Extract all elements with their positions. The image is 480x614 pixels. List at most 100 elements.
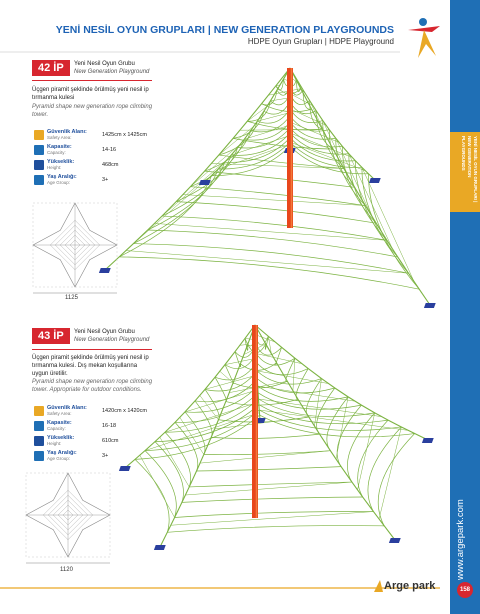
spec-row: Güvenlik Alanı: Safety Area: 1420cm x 1420…: [34, 404, 147, 417]
plan-ring: [57, 504, 79, 526]
rope: [256, 370, 329, 384]
rope: [231, 132, 291, 156]
description-en: Pyramid shape new generation rope climbi…: [32, 104, 153, 118]
rope: [336, 404, 362, 467]
rope: [134, 414, 260, 460]
spec-row: Yaş Aralığı: Age Group: 3+: [34, 173, 147, 186]
rope: [224, 137, 291, 163]
main-rope: [159, 324, 256, 548]
page-number: 158: [457, 582, 473, 598]
rope: [256, 353, 302, 364]
plan-ring: [47, 494, 89, 536]
main-rope: [124, 324, 256, 469]
rope: [289, 132, 349, 155]
label-en: Safety Area:: [47, 410, 72, 416]
rope: [264, 336, 269, 350]
rope: [190, 143, 241, 187]
rope: [289, 145, 369, 175]
rope: [275, 79, 284, 91]
spec-label: Yükseklik: Height:: [47, 159, 102, 171]
rope: [256, 370, 322, 385]
plan-drawing: [32, 202, 118, 294]
product-name: Yeni Nesil Oyun Grubu New Generation Pla…: [74, 60, 149, 76]
rope: [289, 127, 343, 148]
rope: [270, 97, 291, 102]
rope: [229, 381, 288, 393]
rope: [203, 450, 331, 456]
rope: [119, 256, 420, 290]
label-en: Age Group:: [47, 455, 71, 461]
rope: [164, 431, 191, 488]
rope: [258, 398, 382, 417]
rope: [231, 135, 291, 156]
rope: [289, 108, 327, 126]
anchor: [118, 466, 131, 471]
main-rope: [204, 67, 291, 183]
rope: [367, 426, 402, 512]
rope: [258, 404, 389, 425]
section-tab: [450, 132, 480, 212]
rope: [214, 377, 227, 402]
rope: [189, 481, 352, 488]
rope: [211, 145, 291, 176]
rope: [309, 100, 323, 130]
rope: [170, 511, 374, 526]
spec-list: Güvenlik Alanı: Safety Area: 1425cm x 1425…: [34, 128, 147, 188]
description-en: Pyramid shape new generation rope climbi…: [32, 379, 153, 393]
rope: [244, 338, 249, 351]
label: Kapasite:: [47, 419, 72, 426]
rope: [258, 398, 375, 418]
rope: [263, 101, 291, 115]
label-en: Safety Area:: [47, 134, 72, 140]
rope: [335, 396, 349, 460]
rope: [196, 466, 342, 472]
rope: [348, 153, 393, 250]
divider: [32, 349, 152, 350]
rope: [268, 88, 301, 96]
rope: [218, 121, 258, 156]
name: Yeni Nesil Oyun Grubu: [74, 329, 135, 335]
rope: [377, 433, 415, 527]
plan-ring: [43, 490, 93, 540]
rope: [289, 137, 356, 162]
rope: [268, 336, 272, 354]
rope: [182, 194, 366, 206]
label-en: Height:: [47, 164, 62, 170]
label: Yükseklik:: [47, 434, 75, 441]
main-rope: [254, 324, 396, 541]
rope: [257, 385, 356, 402]
rope: [139, 455, 175, 518]
description: Üçgen piramit şeklinde örülmüş yeni nesi…: [32, 355, 149, 377]
rope: [247, 120, 323, 131]
anchor: [423, 303, 436, 308]
rope: [164, 401, 259, 433]
rope: [314, 378, 322, 427]
rope: [257, 112, 291, 122]
rope: [237, 127, 291, 149]
spec-label: Kapasite: Capacity:: [47, 144, 102, 156]
plan-ring: [64, 234, 86, 256]
brand: Arge park: [384, 580, 436, 592]
rope: [154, 441, 184, 503]
rope: [261, 103, 312, 113]
main-rope: [254, 324, 429, 441]
label: Kapasite:: [47, 143, 72, 150]
spec-value: 468cm: [102, 161, 119, 168]
rope: [214, 416, 309, 430]
spec-value: 16-18: [102, 422, 117, 429]
product-image: [118, 324, 434, 550]
rope: [232, 380, 288, 389]
anchor: [388, 538, 401, 543]
rope: [257, 385, 349, 402]
rope: [184, 389, 258, 413]
rope: [328, 129, 355, 188]
spec-icon: [34, 144, 44, 155]
anchor: [98, 268, 111, 273]
rope: [219, 371, 234, 384]
plan-ring: [52, 499, 84, 531]
rope: [289, 121, 340, 143]
spec-label: Güvenlik Alanı: Safety Area:: [47, 405, 102, 417]
rope: [289, 141, 366, 171]
product-image: [98, 67, 436, 308]
